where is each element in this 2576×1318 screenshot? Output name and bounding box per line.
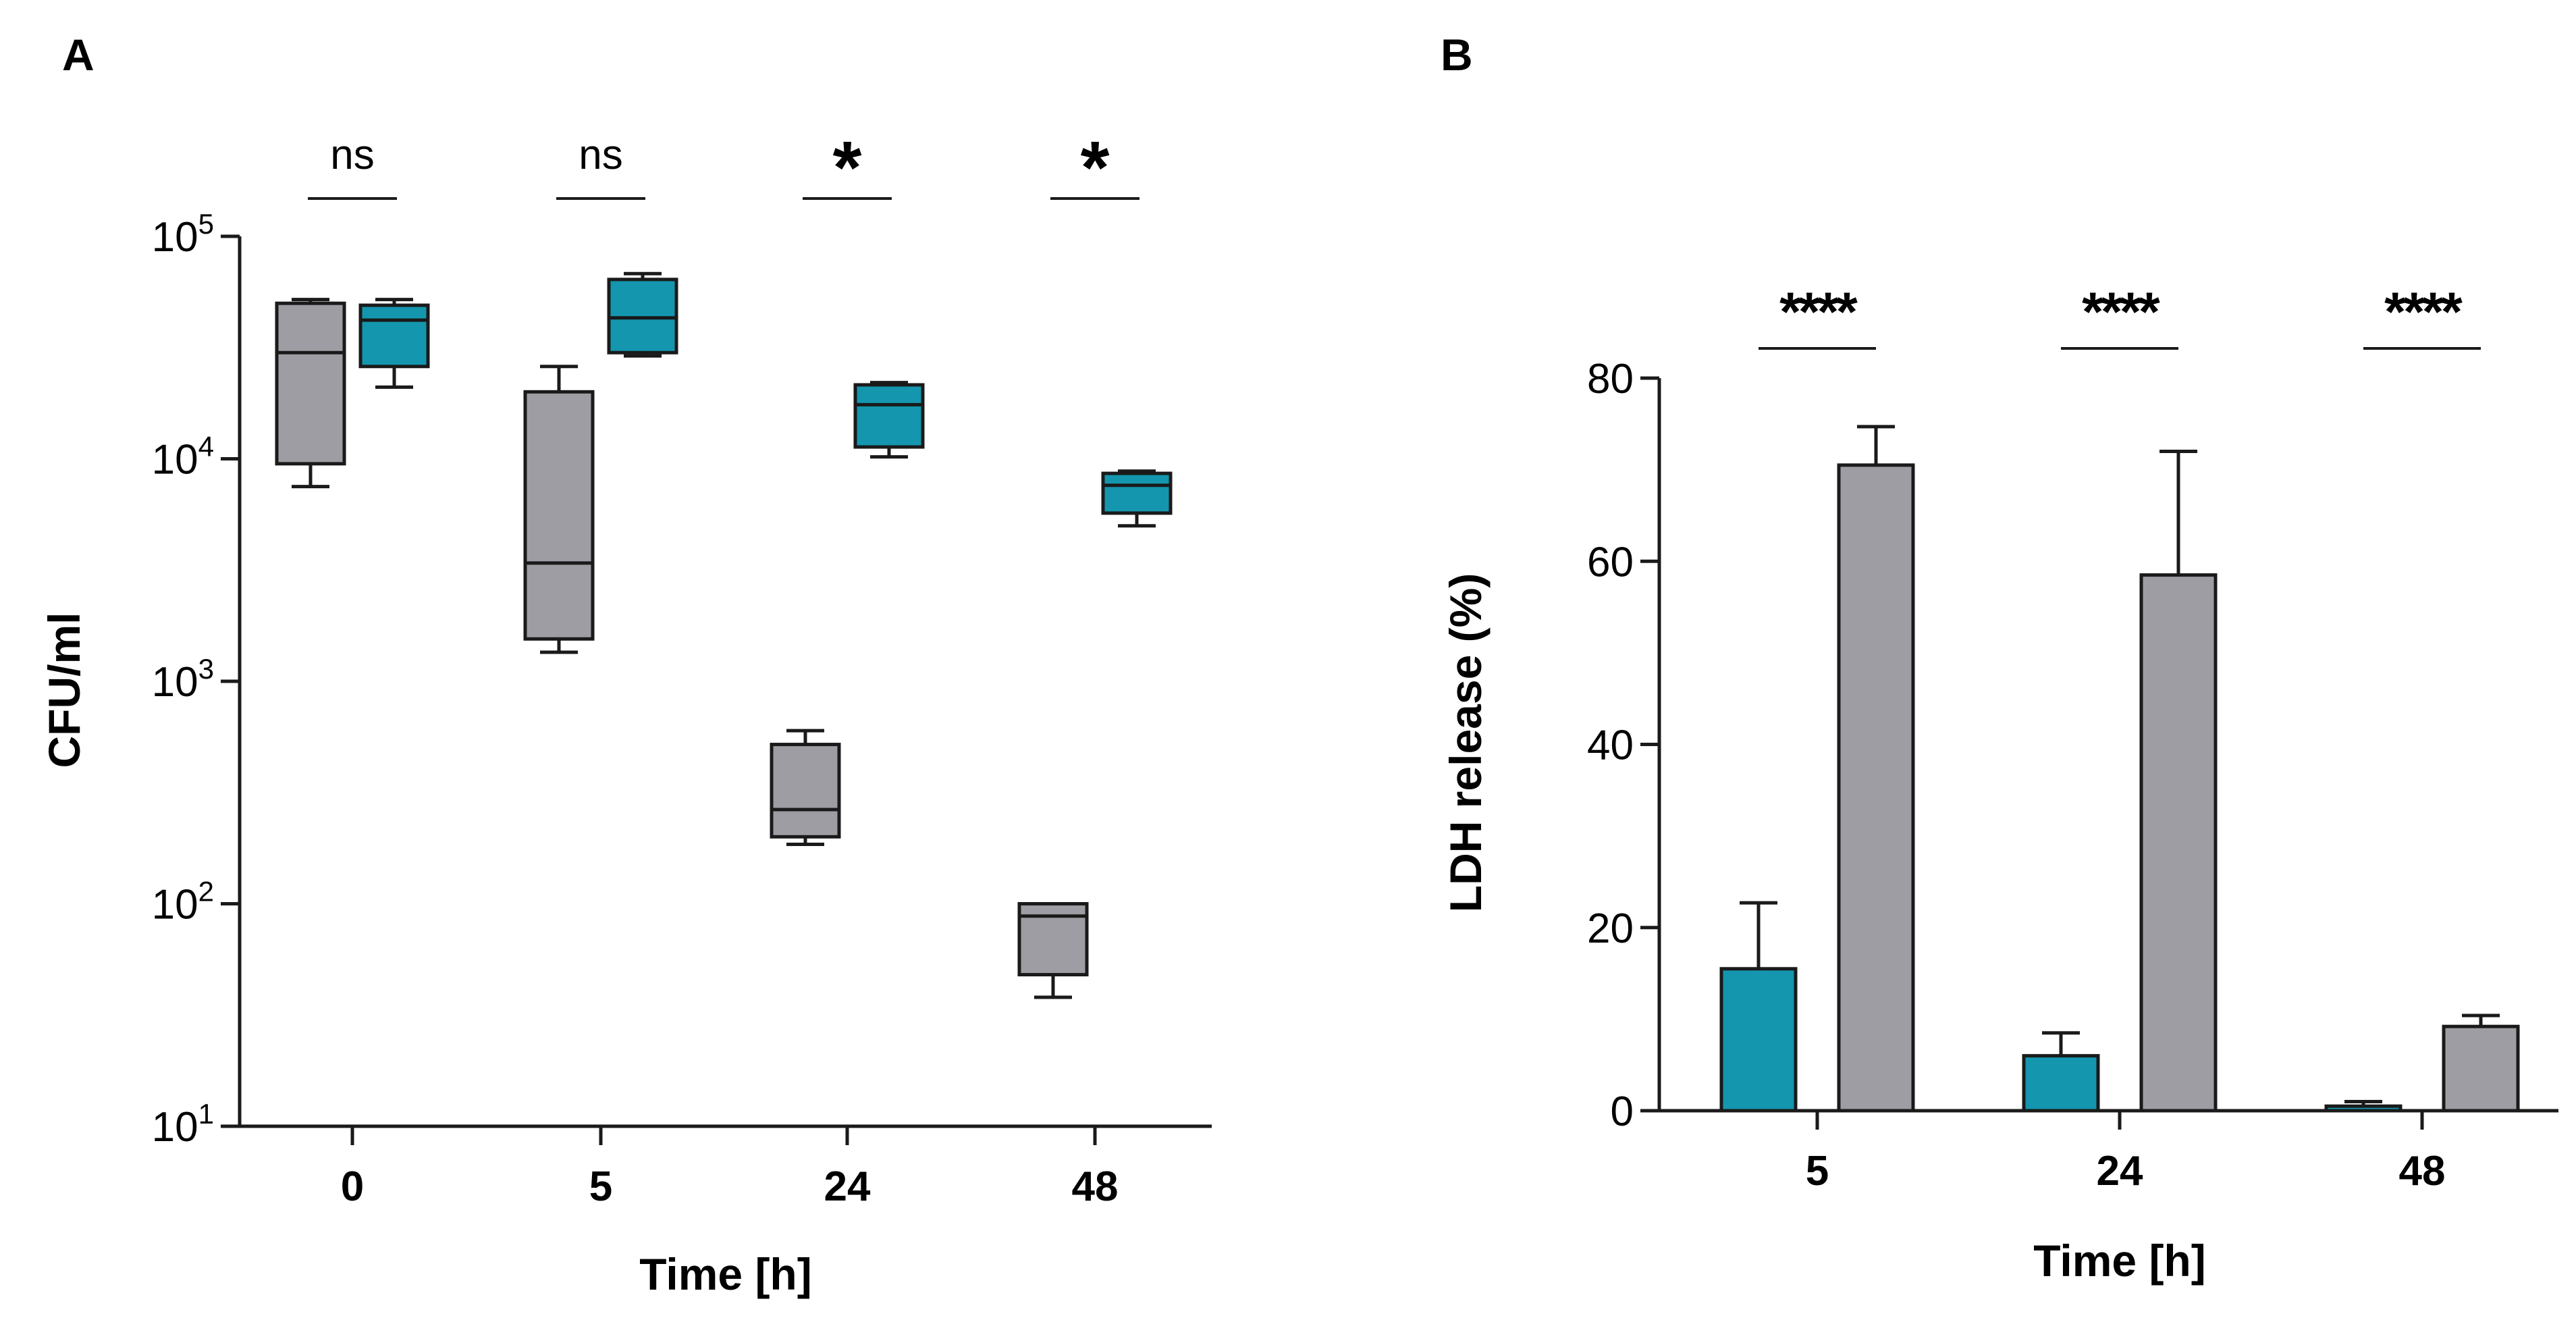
y-tick-exponent: 4 bbox=[198, 431, 214, 463]
box-teal-0h bbox=[358, 303, 430, 369]
box-grey-0h bbox=[275, 301, 346, 466]
panel-b-x-tick-label: 5 bbox=[1806, 1148, 1829, 1194]
box-teal-48h bbox=[1101, 471, 1173, 515]
panel-b-y-tick-label: 20 bbox=[1587, 905, 1634, 952]
panel-b-x-axis-label: Time [h] bbox=[2033, 1236, 2205, 1286]
panel-b-significance-label: **** bbox=[1779, 282, 1858, 343]
panel-letter-b: B bbox=[1441, 30, 1473, 80]
panel-b-significance-label: **** bbox=[2384, 282, 2463, 343]
panel-a-y-axis-label: CFU/ml bbox=[39, 612, 89, 768]
bar-teal-5h bbox=[1719, 967, 1798, 1113]
box-teal-24h bbox=[853, 383, 925, 449]
panel-a-y-tick-label: 103 bbox=[152, 653, 214, 706]
panel-a-x-tick-label: 0 bbox=[341, 1163, 364, 1210]
box-teal-5h bbox=[607, 278, 678, 354]
y-tick-exponent: 3 bbox=[198, 653, 214, 685]
bar-grey-48h bbox=[2442, 1024, 2520, 1113]
panel-b-y-tick-label: 0 bbox=[1611, 1088, 1634, 1135]
y-tick-exponent: 2 bbox=[198, 876, 214, 907]
y-tick-base: 10 bbox=[152, 659, 198, 706]
y-tick-base: 10 bbox=[152, 1104, 198, 1151]
bar-grey-24h bbox=[2139, 573, 2218, 1113]
panel-b-bar-chart: 0 20 40 60 80 5 24 48 **** **** **** bbox=[1587, 282, 2558, 1194]
panel-a-significance-label: ns bbox=[579, 132, 622, 178]
panel-b-y-tick-label: 40 bbox=[1587, 722, 1634, 769]
y-tick-exponent: 5 bbox=[198, 208, 214, 240]
box-grey-5h bbox=[523, 390, 595, 641]
panel-b-x-tick-label: 48 bbox=[2399, 1148, 2446, 1194]
panel-a-y-tick-label: 101 bbox=[152, 1098, 214, 1151]
panel-a-significance-label: * bbox=[1081, 126, 1110, 209]
panel-letter-a: A bbox=[62, 30, 95, 80]
y-tick-base: 10 bbox=[152, 437, 198, 483]
panel-a-x-tick-label: 48 bbox=[1072, 1163, 1119, 1210]
bar-teal-48h bbox=[2324, 1104, 2403, 1113]
box-grey-24h bbox=[770, 743, 841, 839]
panel-a-x-tick-label: 24 bbox=[824, 1163, 871, 1210]
panel-a-x-axis-label: Time [h] bbox=[639, 1249, 811, 1299]
panel-b-significance-label: **** bbox=[2082, 282, 2160, 343]
panel-b-x-tick-label: 24 bbox=[2097, 1148, 2143, 1194]
y-tick-base: 10 bbox=[152, 882, 198, 928]
box-grey-48h bbox=[1017, 902, 1089, 977]
bar-grey-5h bbox=[1837, 463, 1915, 1113]
panel-a-significance-label: * bbox=[833, 126, 862, 209]
panel-a-y-tick-label: 104 bbox=[152, 431, 214, 483]
y-tick-base: 10 bbox=[152, 214, 198, 261]
panel-b-y-tick-label: 80 bbox=[1587, 356, 1634, 402]
panel-a-y-tick-label: 105 bbox=[152, 208, 214, 261]
panel-b-y-axis-label: LDH release (%) bbox=[1441, 573, 1491, 913]
y-tick-exponent: 1 bbox=[198, 1098, 214, 1130]
panel-a-significance-label: ns bbox=[330, 132, 374, 178]
panel-a-y-tick-label: 102 bbox=[152, 876, 214, 928]
panel-a-x-tick-label: 5 bbox=[589, 1163, 612, 1210]
panel-b-y-tick-label: 60 bbox=[1587, 539, 1634, 585]
bar-teal-24h bbox=[2022, 1054, 2100, 1113]
